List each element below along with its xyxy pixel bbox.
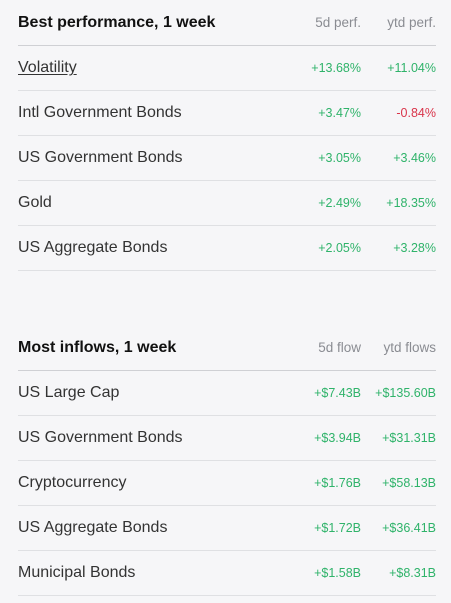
row-ytd-value: +$135.60B	[375, 386, 436, 400]
table-row[interactable]: Intl Government Bonds +3.47% -0.84%	[18, 91, 436, 136]
row-5d-value: +$7.43B	[314, 386, 361, 400]
row-5d-value: +3.05%	[318, 151, 361, 165]
row-ytd-value: +$8.31B	[389, 566, 436, 580]
row-name[interactable]: Municipal Bonds	[18, 564, 136, 581]
table-title: Most inflows, 1 week	[18, 338, 177, 356]
row-name[interactable]: US Aggregate Bonds	[18, 239, 168, 256]
row-5d-value: +$3.94B	[314, 431, 361, 445]
row-5d-value: +3.47%	[318, 106, 361, 120]
row-name-link[interactable]: Volatility	[18, 59, 77, 76]
row-ytd-value: +11.04%	[387, 61, 436, 75]
row-5d-value: +2.05%	[318, 241, 361, 255]
table-title: Best performance, 1 week	[18, 13, 216, 31]
table-row[interactable]: Cryptocurrency +$1.76B +$58.13B	[18, 461, 436, 506]
row-name[interactable]: US Aggregate Bonds	[18, 519, 168, 536]
row-5d-value: +$1.72B	[314, 521, 361, 535]
column-header-5d-flow[interactable]: 5d flow	[318, 340, 361, 355]
row-name[interactable]: Cryptocurrency	[18, 474, 127, 491]
row-ytd-value: +$36.41B	[382, 521, 436, 535]
table-row[interactable]: US Aggregate Bonds +$1.72B +$36.41B	[18, 506, 436, 551]
best-performance-table: Best performance, 1 week 5d perf. ytd pe…	[18, 0, 436, 271]
column-header-5d-perf[interactable]: 5d perf.	[315, 15, 361, 30]
row-5d-value: +$1.58B	[314, 566, 361, 580]
row-ytd-value: +3.46%	[393, 151, 436, 165]
table-row[interactable]: US Government Bonds +$3.94B +$31.31B	[18, 416, 436, 461]
row-name[interactable]: US Large Cap	[18, 384, 120, 401]
row-ytd-value: +$31.31B	[382, 431, 436, 445]
table-header: Best performance, 1 week 5d perf. ytd pe…	[18, 0, 436, 46]
column-header-ytd-flows[interactable]: ytd flows	[383, 340, 436, 355]
row-ytd-value: -0.84%	[396, 106, 436, 120]
table-row[interactable]: US Government Bonds +3.05% +3.46%	[18, 136, 436, 181]
table-row[interactable]: US Large Cap +$7.43B +$135.60B	[18, 371, 436, 416]
column-header-ytd-perf[interactable]: ytd perf.	[387, 15, 436, 30]
table-row[interactable]: Municipal Bonds +$1.58B +$8.31B	[18, 551, 436, 596]
row-name[interactable]: US Government Bonds	[18, 429, 183, 446]
row-5d-value: +13.68%	[311, 61, 361, 75]
row-name[interactable]: US Government Bonds	[18, 149, 183, 166]
row-ytd-value: +3.28%	[393, 241, 436, 255]
row-name[interactable]: Intl Government Bonds	[18, 104, 182, 121]
row-5d-value: +$1.76B	[314, 476, 361, 490]
table-row[interactable]: Gold +2.49% +18.35%	[18, 181, 436, 226]
table-row[interactable]: Volatility +13.68% +11.04%	[18, 46, 436, 91]
row-ytd-value: +$58.13B	[382, 476, 436, 490]
row-5d-value: +2.49%	[318, 196, 361, 210]
table-header: Most inflows, 1 week 5d flow ytd flows	[18, 325, 436, 371]
most-inflows-table: Most inflows, 1 week 5d flow ytd flows U…	[18, 325, 436, 596]
row-ytd-value: +18.35%	[386, 196, 436, 210]
table-row[interactable]: US Aggregate Bonds +2.05% +3.28%	[18, 226, 436, 271]
row-name[interactable]: Gold	[18, 194, 52, 211]
